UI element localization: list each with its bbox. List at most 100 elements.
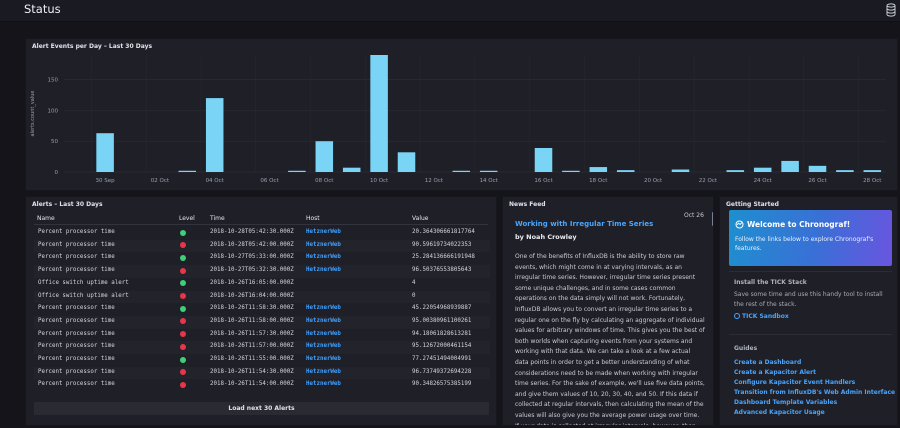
table-row[interactable]: Percent processor time 2018-10-26T11:54:0… xyxy=(34,379,490,392)
alert-time: 2018-10-28T05:42:00.000Z xyxy=(210,241,294,248)
alert-host-link[interactable]: HetznerWeb xyxy=(306,381,341,388)
chart-bar xyxy=(534,147,553,172)
chart-bar xyxy=(315,141,334,172)
table-row[interactable]: Percent processor time 2018-10-28T05:42:0… xyxy=(34,239,490,253)
level-critical-dot-icon xyxy=(180,369,186,376)
alert-host-link[interactable]: HetznerWeb xyxy=(306,254,341,261)
getting-started-title: Getting Started xyxy=(726,201,779,208)
alert-host-link[interactable]: HetznerWeb xyxy=(306,368,341,375)
x-tick-label: 10 Oct xyxy=(370,178,389,184)
alert-host-link[interactable]: HetznerWeb xyxy=(306,356,341,362)
guide-link-kapacitor-event-handlers[interactable]: Configure Kapacitor Event Handlers xyxy=(734,379,856,386)
guide-link-create-kapacitor-alert[interactable]: Create a Kapacitor Alert xyxy=(734,369,816,376)
alert-time: 2018-10-27T05:32:30.000Z xyxy=(210,267,294,274)
page-title: Status xyxy=(24,2,61,16)
alert-time: 2018-10-26T11:57:00.000Z xyxy=(210,343,294,350)
alert-host-link[interactable]: HetznerWeb xyxy=(306,305,341,312)
x-tick-label: 30 Sep xyxy=(96,178,116,184)
alert-host-link[interactable]: HetznerWeb xyxy=(306,343,341,350)
table-row[interactable]: Percent processor time 2018-10-26T11:58:3… xyxy=(34,303,490,316)
chart-bar xyxy=(370,55,388,172)
x-tick-label: 24 Oct xyxy=(754,178,773,184)
alert-value: 77.27451494004991 xyxy=(412,356,472,362)
alert-value: 96.50376553805643 xyxy=(412,267,472,274)
table-row[interactable]: Percent processor time 2018-10-27T05:33:0… xyxy=(34,252,490,265)
table-row[interactable]: Percent processor time 2018-10-28T05:42:3… xyxy=(34,227,490,240)
guide-link-web-admin-transition[interactable]: Transition from InfluxDB's Web Admin Int… xyxy=(734,389,896,396)
alert-host-link[interactable]: HetznerWeb xyxy=(306,330,341,337)
x-tick-label: 02 Oct xyxy=(151,178,170,184)
guide-link-template-variables[interactable]: Dashboard Template Variables xyxy=(734,399,838,406)
chart-bar xyxy=(397,152,416,172)
alerts-table-panel: Alerts – Last 30 Days Name Level Time Ho… xyxy=(25,196,497,426)
x-tick-label: 14 Oct xyxy=(480,178,499,184)
level-ok-dot-icon xyxy=(180,229,186,236)
welcome-card: Welcome to Chronograf! Follow the links … xyxy=(729,210,892,266)
table-row[interactable]: Percent processor time 2018-10-26T11:58:0… xyxy=(34,315,490,329)
alert-host-link[interactable]: HetznerWeb xyxy=(306,229,341,235)
level-critical-dot-icon xyxy=(180,242,186,249)
news-article-title-link[interactable]: Working with Irregular Time Series xyxy=(515,220,654,228)
alerts-panel-title: Alerts – Last 30 Days xyxy=(32,201,103,208)
table-row[interactable]: Percent processor time 2018-10-26T11:55:0… xyxy=(34,354,490,367)
tick-sandbox-label: TICK Sandbox xyxy=(742,313,789,320)
table-row[interactable]: Office switch uptime alert 2018-10-26T16:… xyxy=(34,278,490,291)
y-tick-label: 100 xyxy=(48,108,59,114)
guide-link-create-dashboard[interactable]: Create a Dashboard xyxy=(734,359,802,366)
chart-bar xyxy=(781,160,799,172)
guide-link-advanced-kapacitor[interactable]: Advanced Kapacitor Usage xyxy=(734,409,825,416)
alert-name: Percent processor time xyxy=(38,356,115,362)
alert-name: Office switch uptime alert xyxy=(38,292,129,299)
x-tick-label: 22 Oct xyxy=(699,178,718,184)
alert-time: 2018-10-27T05:33:00.000Z xyxy=(210,254,294,261)
table-header-divider xyxy=(34,224,488,225)
tick-sandbox-link[interactable]: TICK Sandbox xyxy=(734,313,789,320)
alert-host-link[interactable]: HetznerWeb xyxy=(306,317,341,324)
alert-name: Percent processor time xyxy=(38,241,115,248)
chart-bar xyxy=(863,170,882,172)
column-header-time[interactable]: Time xyxy=(210,215,225,222)
table-row[interactable]: Office switch uptime alert 2018-10-26T16:… xyxy=(34,290,490,304)
table-row[interactable]: Percent processor time 2018-10-26T11:57:3… xyxy=(34,329,490,342)
table-row[interactable]: Percent processor time 2018-10-26T11:57:0… xyxy=(34,341,490,354)
chart-bar xyxy=(589,167,608,172)
alert-host-link[interactable]: HetznerWeb xyxy=(306,267,341,274)
alert-value: 4 xyxy=(412,279,416,286)
alert-name: Percent processor time xyxy=(38,254,115,261)
x-tick-label: 18 Oct xyxy=(589,178,608,184)
column-header-level[interactable]: Level xyxy=(179,215,195,222)
level-critical-dot-icon xyxy=(180,318,186,325)
top-bar: Status xyxy=(0,0,900,22)
news-article-author: by Noah Crowley xyxy=(515,233,577,241)
column-header-value[interactable]: Value xyxy=(412,215,429,222)
chart-bar xyxy=(726,170,745,172)
alert-name: Percent processor time xyxy=(38,229,115,235)
column-header-name[interactable]: Name xyxy=(37,215,55,222)
chronograf-logo-icon xyxy=(735,220,744,229)
y-tick-label: 0 xyxy=(55,170,59,176)
chart-bar xyxy=(616,170,635,172)
chart-bar xyxy=(205,98,224,172)
alert-value: 90.59619734022353 xyxy=(412,241,472,248)
level-critical-dot-icon xyxy=(180,293,186,299)
alert-value: 45.22054968939887 xyxy=(412,305,472,312)
divider xyxy=(729,271,892,272)
news-scrollbar[interactable] xyxy=(712,212,713,226)
database-icon[interactable] xyxy=(886,3,896,17)
refresh-icon xyxy=(734,313,740,319)
alert-events-chart: 0 50 100 150 30 Sep 02 Oct 04 Oct 06 Oct 08 Oct 1… xyxy=(30,55,886,184)
level-ok-dot-icon xyxy=(180,254,186,261)
column-header-host[interactable]: Host xyxy=(306,215,320,222)
news-feed-panel: News Feed Oct 26 Working with Irregular … xyxy=(502,196,714,426)
alert-name: Percent processor time xyxy=(38,317,115,324)
load-next-alerts-button[interactable]: Load next 30 Alerts xyxy=(34,402,489,415)
alert-host-link[interactable]: HetznerWeb xyxy=(306,241,341,248)
tick-stack-description: Save some time and use this handy tool t… xyxy=(734,291,883,308)
table-row[interactable]: Percent processor time 2018-10-27T05:32:3… xyxy=(34,265,490,278)
level-critical-dot-icon xyxy=(180,343,186,350)
chart-bar xyxy=(452,170,471,172)
y-tick-label: 150 xyxy=(48,78,59,84)
table-row[interactable]: Percent processor time 2018-10-26T11:54:3… xyxy=(34,366,490,380)
level-ok-dot-icon xyxy=(180,356,186,363)
level-critical-dot-icon xyxy=(180,381,186,388)
